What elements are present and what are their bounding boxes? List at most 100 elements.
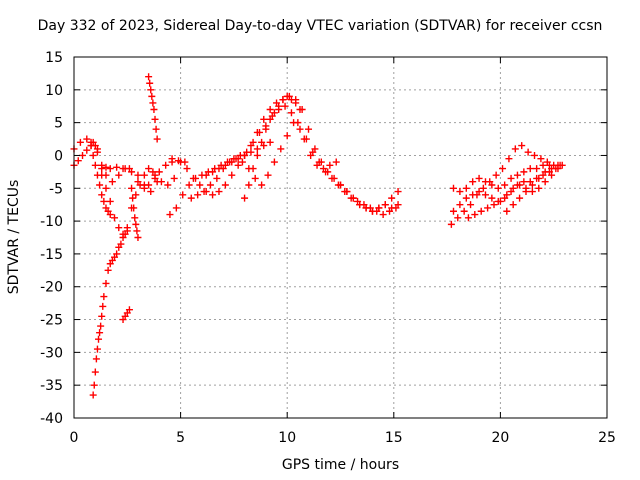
data-point [322,168,330,176]
data-point [388,194,396,202]
data-point [76,138,84,146]
data-point [106,211,114,219]
data-point [234,155,242,163]
data-point [183,165,191,173]
data-point [134,171,142,179]
data-point [541,168,549,176]
chart-title: Day 332 of 2023, Sidereal Day-to-day VTE… [37,18,603,34]
data-point [247,142,255,150]
data-point [168,155,176,163]
series-track-f [119,306,133,324]
data-point [507,174,515,182]
data-point [454,214,462,222]
data-point [164,181,172,189]
data-point [245,181,253,189]
data-point [394,188,402,196]
series-track-d [98,165,161,238]
data-point [111,214,119,222]
data-point [349,194,357,202]
data-point [162,161,170,169]
data-point [469,178,477,186]
data-point [270,158,278,166]
y-tick-label: 15 [45,50,63,66]
data-point [270,109,278,117]
data-point [221,161,229,169]
y-tick-label: -20 [40,280,63,296]
series-track-s [503,161,562,215]
data-point [209,191,217,199]
data-point [279,96,287,104]
data-point [98,171,106,179]
data-point [147,188,155,196]
data-point [123,227,131,235]
data-point [368,207,376,215]
data-point [277,145,285,153]
data-point [147,86,155,94]
data-point [108,178,116,186]
data-point [132,191,140,199]
series-track-j [168,92,402,215]
data-point [296,125,304,133]
data-point [260,115,268,123]
data-point [462,184,470,192]
data-point [484,204,492,212]
data-point [96,181,104,189]
data-point [475,188,483,196]
y-tick-label: -10 [40,214,63,230]
data-point [100,197,108,205]
data-point [381,201,389,209]
data-point [209,168,217,176]
data-point [97,322,105,330]
data-point [98,312,106,320]
data-point [535,184,543,192]
data-point [548,165,556,173]
x-tick-label: 15 [385,430,403,446]
data-point [194,191,202,199]
data-point [275,102,283,110]
data-point [287,109,295,117]
data-point [98,165,106,173]
data-point [302,135,310,143]
data-point [96,329,104,337]
data-point [524,148,532,156]
data-point [509,184,517,192]
series-track-n [337,181,402,215]
data-point [283,132,291,140]
data-point [520,168,528,176]
y-tick-label: -30 [40,345,63,361]
data-point [215,165,223,173]
data-point [447,220,455,228]
data-point [87,142,95,150]
data-point [93,345,101,353]
data-point [145,165,153,173]
data-point [537,155,545,163]
data-point [90,381,98,389]
data-point [249,165,257,173]
data-point [102,184,110,192]
x-tick-label: 20 [491,430,509,446]
data-point [481,178,489,186]
data-point [343,188,351,196]
series-track-r [464,165,562,222]
data-point [128,184,136,192]
data-point [221,181,229,189]
data-point [511,145,519,153]
series-track-m [202,138,274,179]
data-point [305,125,313,133]
data-point [83,135,91,143]
data-point [460,207,468,215]
data-point [488,194,496,202]
data-point [481,191,489,199]
data-point [234,161,242,169]
data-point [140,184,148,192]
data-point [113,250,121,258]
series-track-c [87,142,114,219]
data-point [266,106,274,114]
data-point [106,197,114,205]
data-point [526,165,534,173]
data-point [266,115,274,123]
data-point [332,158,340,166]
data-point [541,178,549,186]
data-point [283,92,291,100]
